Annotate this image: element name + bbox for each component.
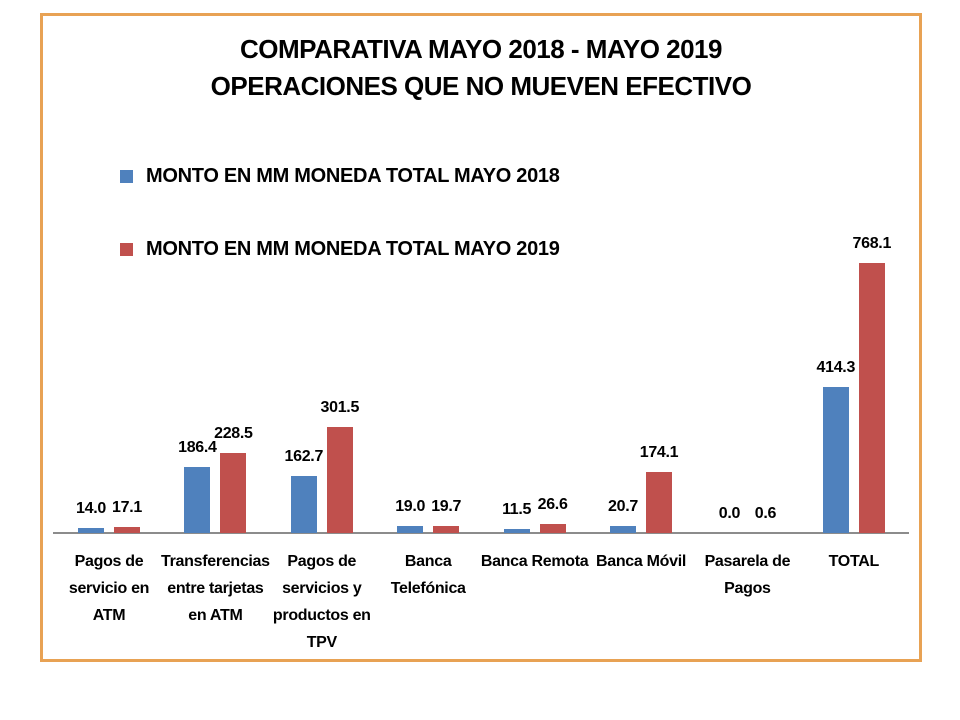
bar-value-label-2019: 26.6 [537,495,568,513]
bar-mayo-2018 [184,467,211,533]
bar-mayo-2019 [326,427,353,533]
bar-value-label-2019: 174.1 [639,443,679,461]
x-axis-line [53,532,909,534]
bar-value-label-2018: 0.0 [718,505,741,522]
category-label: Banca Móvil [595,553,687,570]
bar-value-label-2019: 768.1 [852,235,892,252]
bar-value-label-2018: 11.5 [502,500,532,518]
legend-swatch-2018-icon [120,169,133,183]
legend-label-2018: MONTO EN MM MONEDA TOTAL MAYO 2018 [146,164,560,187]
bar-mayo-2019 [858,263,885,533]
bar-mayo-2018 [397,526,424,533]
bar-mayo-2018 [290,475,317,533]
bar-value-label-2019: 19.7 [431,498,462,516]
legend-item-mayo-2018: MONTO EN MM MONEDA TOTAL MAYO 2018 [120,164,560,187]
bar-value-label-2018: 20.7 [608,497,638,515]
bar-value-label-2019: 301.5 [320,399,360,417]
bar-value-label-2018: 19.0 [395,498,426,516]
bar-value-label-2018: 14.0 [76,500,106,518]
bar-mayo-2019 [539,523,566,533]
bar-value-label-2019: 228.5 [214,424,253,442]
bar-value-label-2018: 414.3 [816,359,856,377]
legend-label-2019: MONTO EN MM MONEDA TOTAL MAYO 2019 [146,237,560,260]
bar-mayo-2019 [114,526,140,533]
category-label: Banca Remota [480,553,589,570]
bar-value-label-2019: 17.1 [112,498,142,516]
chart-subtitle: OPERACIONES QUE NO MUEVEN EFECTIVO [210,71,752,101]
category-label: Banca Telefónica [390,553,466,597]
category-label: TOTAL [828,553,880,570]
category-label: Pagos de servicio en ATM [68,553,150,624]
legend-swatch-2019-icon [120,242,133,256]
category-label: Pasarela de Pagos [704,553,791,597]
chart-border [40,13,922,662]
bar-value-label-2019: 0.6 [754,504,777,522]
bar-mayo-2018 [610,525,636,533]
bar-mayo-2018 [822,387,849,533]
bar-mayo-2019 [220,452,247,533]
bar-value-label-2018: 162.7 [284,447,324,465]
legend-item-mayo-2019: MONTO EN MM MONEDA TOTAL MAYO 2019 [120,237,560,260]
category-label: Transferencias entre tarjetas en ATM [161,553,270,624]
bar-value-label-2018: 186.4 [178,439,217,457]
bar-mayo-2019 [646,471,672,533]
bar-mayo-2019 [433,526,460,533]
bar-mayo-2018 [78,528,104,533]
bar-mayo-2018 [503,528,530,533]
chart-title: COMPARATIVA MAYO 2018 - MAYO 2019 [240,34,722,64]
category-label: Pagos de servicios y productos en TPV [272,553,371,651]
